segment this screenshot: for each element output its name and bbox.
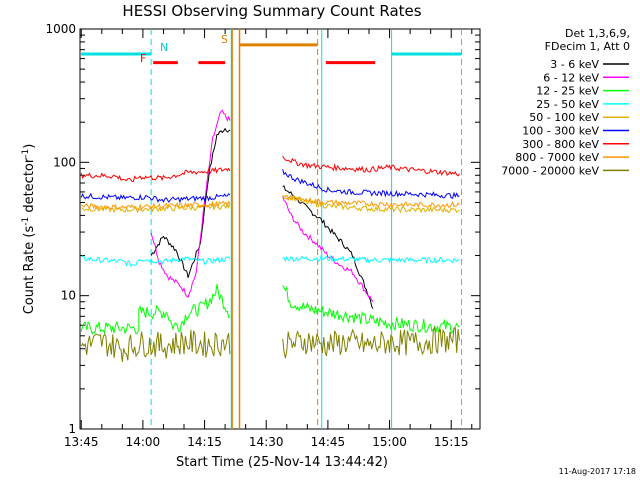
flag-bars xyxy=(81,43,462,65)
legend-label: 100 - 300 keV xyxy=(522,125,599,138)
y-axis-label-sup2: -1 xyxy=(21,149,31,158)
timestamp: 11-Aug-2017 17:18 xyxy=(559,467,636,476)
y-tick-label: 1 xyxy=(68,422,76,436)
y-tick-label: 10 xyxy=(61,289,76,303)
series-line-2-1 xyxy=(282,284,460,335)
flag-label-s: S xyxy=(221,33,228,46)
y-axis-label: Count Rate (s-1 detector-1) xyxy=(21,144,37,315)
series-line-5-0 xyxy=(80,192,231,204)
x-tick-label: 14:45 xyxy=(311,435,346,449)
legend-label: 3 - 6 keV xyxy=(550,58,599,71)
series-line-7-1 xyxy=(282,195,460,209)
x-tick-label: 14:30 xyxy=(249,435,284,449)
legend-label: 7000 - 20000 keV xyxy=(501,164,599,177)
vertical-marker-lines xyxy=(150,29,463,429)
series-line-0-0 xyxy=(150,127,231,278)
x-axis-label: Start Time (25-Nov-14 13:44:42) xyxy=(176,455,388,470)
y-tick-label: 100 xyxy=(53,155,76,169)
series-line-6-1 xyxy=(282,155,460,177)
series-line-3-1 xyxy=(282,254,460,265)
y-axis-ticks: 1 10 100 1000 xyxy=(45,22,480,436)
y-tick-label: 1000 xyxy=(45,22,76,36)
flag-label-f: F xyxy=(140,52,146,65)
plot-frame xyxy=(79,28,481,430)
chart-title: HESSI Observing Summary Count Rates xyxy=(122,2,421,20)
legend-label: 50 - 100 keV xyxy=(529,111,599,124)
legend-header-1: Det 1,3,6,9, xyxy=(565,27,630,40)
x-axis-ticks: 13:45 14:00 14:15 14:30 14:45 15:00 15:15 xyxy=(64,29,473,449)
x-tick-label: 14:00 xyxy=(126,435,161,449)
series-line-2-0 xyxy=(80,284,231,335)
series-line-3-0 xyxy=(80,255,231,267)
series-line-5-1 xyxy=(282,169,460,199)
series-line-7-0 xyxy=(80,200,231,211)
series-lines xyxy=(80,109,460,362)
series-line-1-1 xyxy=(282,195,374,303)
x-tick-label: 15:00 xyxy=(372,435,407,449)
series-line-8-1 xyxy=(282,325,460,359)
series-line-6-0 xyxy=(80,166,231,183)
flag-label-n: N xyxy=(160,41,168,54)
legend-label: 800 - 7000 keV xyxy=(515,151,599,164)
legend-label: 6 - 12 keV xyxy=(543,71,599,84)
x-tick-label: 14:15 xyxy=(187,435,222,449)
legend-label: 25 - 50 keV xyxy=(536,98,599,111)
legend-label: 12 - 25 keV xyxy=(536,85,599,98)
y-axis-label-group: Count Rate (s-1 detector-1) xyxy=(21,144,37,315)
y-axis-label-sup1: -1 xyxy=(21,217,31,226)
series-line-1-0 xyxy=(150,109,231,299)
y-axis-label-end: ) xyxy=(22,144,37,149)
y-axis-label-main: Count Rate (s xyxy=(22,226,37,315)
legend-label: 300 - 800 keV xyxy=(522,138,599,151)
y-axis-label-mid: detector xyxy=(22,157,37,217)
x-tick-label: 13:45 xyxy=(64,435,99,449)
legend-header-2: FDecim 1, Att 0 xyxy=(545,40,630,53)
x-tick-label: 15:15 xyxy=(434,435,469,449)
series-line-8-0 xyxy=(80,329,231,362)
